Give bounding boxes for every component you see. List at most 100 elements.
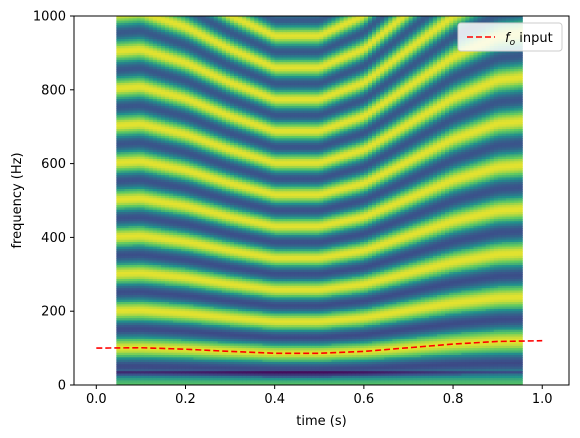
spectrogram-cell xyxy=(217,34,223,38)
spectrogram-cell xyxy=(229,205,235,209)
spectrogram-cell xyxy=(132,87,138,91)
spectrogram-cell xyxy=(144,258,150,262)
spectrogram-cell xyxy=(238,258,243,262)
spectrogram-cell xyxy=(165,371,170,375)
spectrogram-cell xyxy=(140,306,146,310)
spectrogram-cell xyxy=(213,62,219,66)
spectrogram-cell xyxy=(124,191,130,195)
spectrogram-cell xyxy=(148,57,154,61)
spectrogram-cell xyxy=(225,304,231,308)
spectrogram-cell xyxy=(213,32,219,36)
spectrogram-cell xyxy=(173,59,178,63)
spectrogram-cell xyxy=(209,87,215,91)
spectrogram-cell xyxy=(242,96,247,100)
spectrogram-cell xyxy=(161,237,166,241)
spectrogram-cell xyxy=(144,158,150,162)
spectrogram-cell xyxy=(173,209,178,213)
spectrogram-cell xyxy=(173,140,178,144)
spectrogram-cell xyxy=(148,382,154,385)
spectrogram-cell xyxy=(225,262,231,266)
spectrogram-cell xyxy=(161,142,166,146)
spectrogram-cell xyxy=(197,235,203,238)
spectrogram-cell xyxy=(213,168,219,172)
spectrogram-cell xyxy=(156,315,162,319)
spectrogram-cell xyxy=(169,198,174,202)
spectrogram-cell xyxy=(148,313,154,317)
spectrogram-cell xyxy=(181,27,186,31)
spectrogram-cell xyxy=(238,322,243,326)
spectrogram-cell xyxy=(209,212,215,215)
spectrogram-cell xyxy=(173,343,178,347)
spectrogram-cell xyxy=(181,331,186,335)
spectrogram-cell xyxy=(173,43,178,47)
spectrogram-cell xyxy=(234,315,239,319)
spectrogram-cell xyxy=(116,209,122,213)
spectrogram-cell xyxy=(181,239,186,243)
spectrogram-cell xyxy=(181,126,186,130)
spectrogram-cell xyxy=(209,89,215,93)
spectrogram-cell xyxy=(148,188,154,192)
spectrogram-cell xyxy=(148,364,154,368)
spectrogram-cell xyxy=(169,62,174,66)
spectrogram-cell xyxy=(185,315,191,319)
spectrogram-cell xyxy=(181,200,186,204)
spectrogram-cell xyxy=(234,112,239,116)
spectrogram-cell xyxy=(152,350,158,354)
spectrogram-cell xyxy=(238,34,243,38)
spectrogram-cell xyxy=(165,267,170,271)
spectrogram-cell xyxy=(169,48,174,52)
spectrogram-cell xyxy=(229,230,235,234)
spectrogram-cell xyxy=(144,311,150,315)
spectrogram-cell xyxy=(177,138,182,142)
spectrogram-cell xyxy=(144,278,150,282)
spectrogram-cell xyxy=(140,336,146,340)
spectrogram-cell xyxy=(140,25,146,29)
spectrogram-cell xyxy=(165,18,170,22)
spectrogram-cell xyxy=(201,368,207,372)
spectrogram-cell xyxy=(193,205,199,209)
spectrogram-cell xyxy=(173,64,178,68)
spectrogram-cell xyxy=(229,184,235,188)
spectrogram-cell xyxy=(116,133,122,137)
spectrogram-cell xyxy=(189,175,195,179)
spectrogram-cell xyxy=(221,22,227,26)
spectrogram-cell xyxy=(169,71,174,75)
spectrogram-cell xyxy=(120,235,126,238)
spectrogram-cell xyxy=(148,39,154,42)
spectrogram-cell xyxy=(181,147,186,151)
spectrogram-cell xyxy=(225,154,231,158)
spectrogram-cell xyxy=(238,216,243,220)
spectrogram-cell xyxy=(189,133,195,137)
spectrogram-cell xyxy=(238,115,243,119)
spectrogram-cell xyxy=(201,101,207,105)
spectrogram-cell xyxy=(116,18,122,22)
spectrogram-cell xyxy=(148,25,154,29)
spectrogram-cell xyxy=(185,36,191,40)
spectrogram-cell xyxy=(205,175,211,179)
spectrogram-cell xyxy=(156,191,162,195)
spectrogram-cell xyxy=(161,16,166,19)
spectrogram-cell xyxy=(116,36,122,40)
spectrogram-cell xyxy=(229,188,235,192)
spectrogram-cell xyxy=(169,348,174,352)
spectrogram-cell xyxy=(189,119,195,123)
spectrogram-cell xyxy=(225,267,231,271)
spectrogram-cell xyxy=(181,368,186,372)
spectrogram-cell xyxy=(238,380,243,384)
spectrogram-cell xyxy=(234,172,239,176)
spectrogram-cell xyxy=(120,101,126,105)
spectrogram-cell xyxy=(144,265,150,268)
spectrogram-cell xyxy=(221,225,227,229)
spectrogram-cell xyxy=(116,105,122,109)
spectrogram-cell xyxy=(193,232,199,236)
spectrogram-cell xyxy=(128,179,134,183)
spectrogram-cell xyxy=(201,168,207,172)
spectrogram-cell xyxy=(124,382,130,385)
spectrogram-cell xyxy=(148,126,154,130)
spectrogram-cell xyxy=(221,338,227,342)
spectrogram-cell xyxy=(169,34,174,38)
spectrogram-cell xyxy=(205,343,211,347)
spectrogram-cell xyxy=(225,235,231,238)
spectrogram-cell xyxy=(161,147,166,151)
spectrogram-cell xyxy=(136,327,142,331)
